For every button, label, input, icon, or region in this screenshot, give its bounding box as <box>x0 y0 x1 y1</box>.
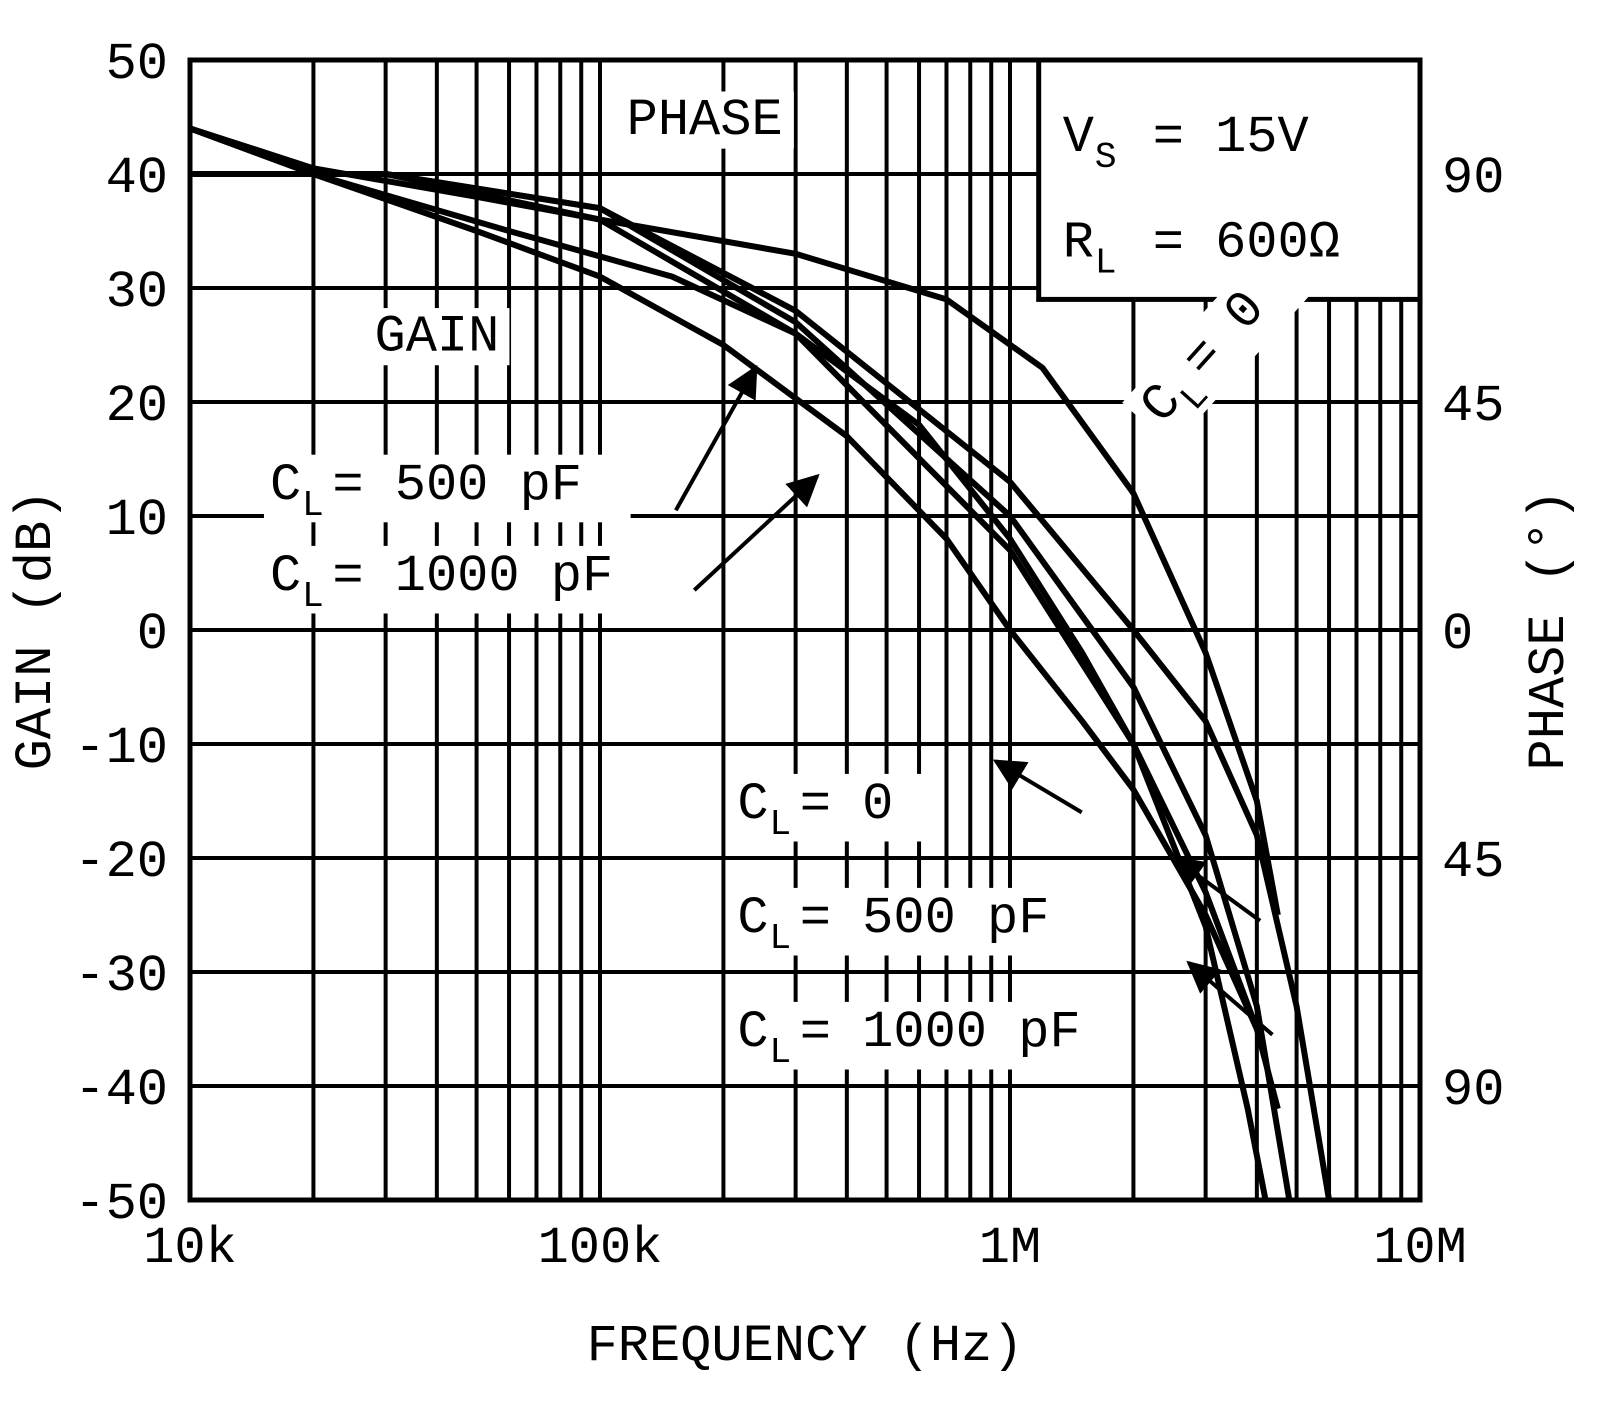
svg-text:PHASE: PHASE <box>627 91 783 150</box>
svg-text:R: R <box>1063 213 1094 272</box>
svg-text:-40: -40 <box>74 1061 168 1120</box>
svg-text:L: L <box>769 1032 791 1073</box>
svg-text:-30: -30 <box>74 947 168 1006</box>
svg-text:0: 0 <box>137 605 168 664</box>
y-right-axis-label: PHASE (°) <box>1520 490 1579 771</box>
svg-text:-20: -20 <box>74 833 168 892</box>
cl500-upper-label: C = 500 pFL <box>264 455 631 526</box>
svg-text:L: L <box>1095 242 1117 283</box>
y-left-axis-label: GAIN (dB) <box>7 490 66 771</box>
phase-label: PHASE <box>621 91 794 150</box>
svg-text:90: 90 <box>1442 1061 1504 1120</box>
chart-container: 10k100k1M10M50403020100-10-20-30-40-5090… <box>0 0 1608 1401</box>
svg-text:GAIN: GAIN <box>375 308 500 367</box>
svg-text:45: 45 <box>1442 833 1504 892</box>
svg-text:= 15V: = 15V <box>1153 108 1309 167</box>
svg-text:L: L <box>302 485 324 526</box>
svg-text:30: 30 <box>106 263 168 322</box>
svg-text:50: 50 <box>106 35 168 94</box>
svg-text:90: 90 <box>1442 149 1504 208</box>
svg-text:-10: -10 <box>74 719 168 778</box>
x-axis-label: FREQUENCY (Hz) <box>587 1317 1024 1376</box>
svg-text:L: L <box>769 804 791 845</box>
cl1000-lower-label: C = 1000 pFL <box>731 1002 1130 1073</box>
svg-text:0: 0 <box>1442 605 1473 664</box>
svg-text:10: 10 <box>106 491 168 550</box>
bode-plot-svg: 10k100k1M10M50403020100-10-20-30-40-5090… <box>0 0 1608 1401</box>
cl500-lower-label: C = 500 pFL <box>731 888 1098 959</box>
svg-text:L: L <box>302 576 324 617</box>
svg-text:L: L <box>769 918 791 959</box>
svg-text:S: S <box>1095 137 1117 178</box>
svg-text:40: 40 <box>106 149 168 208</box>
svg-text:V: V <box>1063 108 1094 167</box>
svg-text:= 600Ω: = 600Ω <box>1153 213 1340 272</box>
svg-text:-50: -50 <box>74 1175 168 1234</box>
svg-text:10M: 10M <box>1373 1219 1467 1278</box>
cl0-lower-label: C = 0L <box>731 774 936 845</box>
svg-text:45: 45 <box>1442 377 1504 436</box>
svg-text:20: 20 <box>106 377 168 436</box>
svg-text:C = 0: C = 0 <box>737 775 893 834</box>
cl1000-upper-label: C = 1000 pFL <box>264 546 663 617</box>
svg-text:1M: 1M <box>979 1219 1041 1278</box>
svg-text:100k: 100k <box>538 1219 663 1278</box>
gain-label: GAIN <box>369 308 510 367</box>
